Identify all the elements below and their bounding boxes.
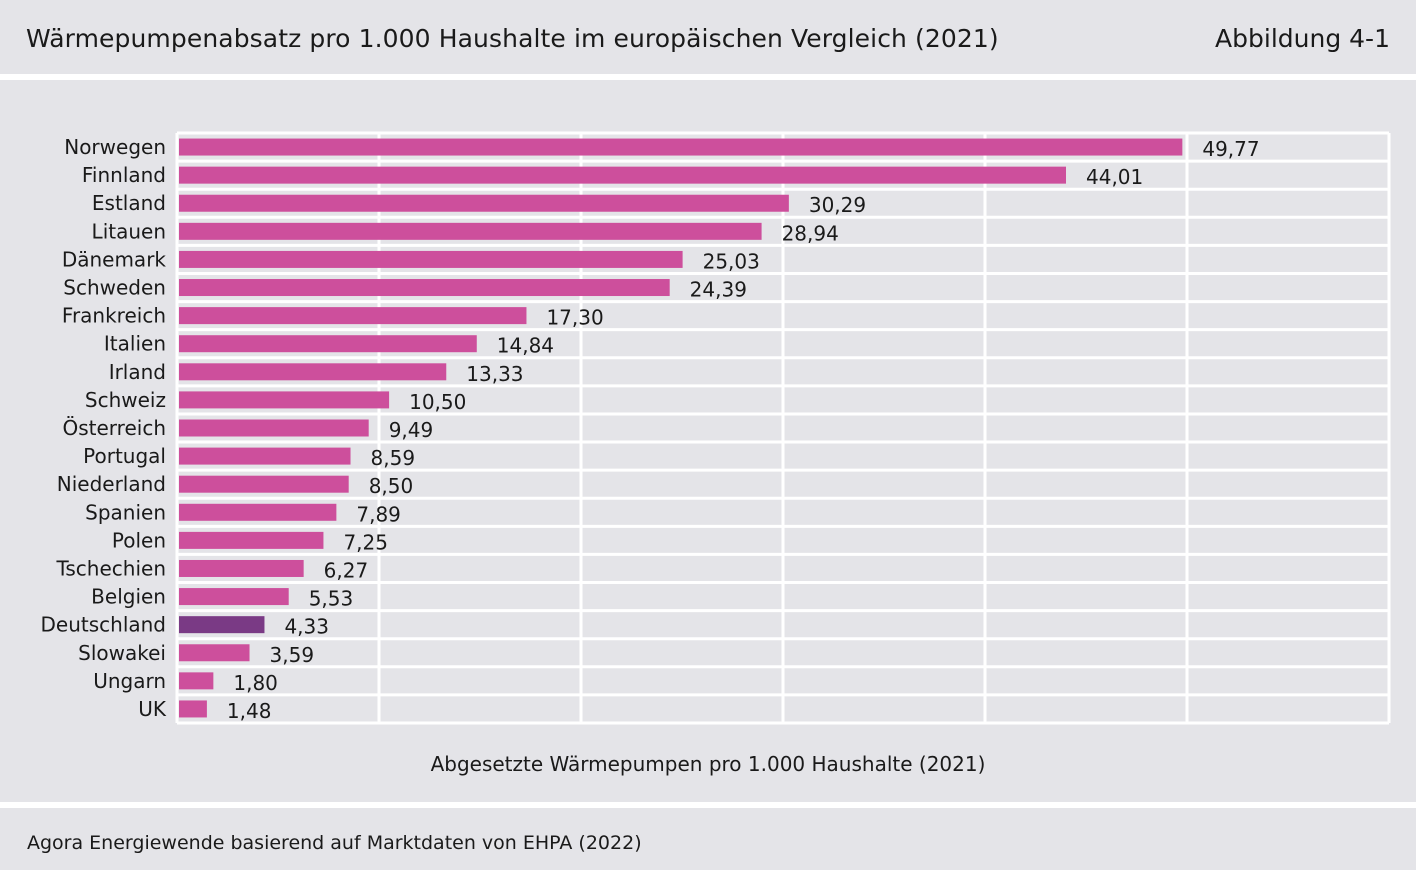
chart-title: Wärmepumpenabsatz pro 1.000 Haushalte im… <box>26 24 999 53</box>
value-label-17: 4,33 <box>284 615 329 639</box>
value-label-6: 17,30 <box>546 306 603 330</box>
grid-lines <box>175 131 1391 725</box>
labels: Norwegen 49,77 Finnland 44,01 Estland 30,29 Li… <box>41 135 1260 723</box>
bar-19 <box>179 672 214 690</box>
bar-11 <box>179 447 351 465</box>
bar-5 <box>179 279 670 297</box>
value-label-7: 14,84 <box>497 334 554 358</box>
source-note: Agora Energiewende basierend auf Marktda… <box>27 832 642 854</box>
category-label-15: Tschechien <box>55 556 166 580</box>
bar-6 <box>179 307 527 325</box>
figure-number: Abbildung 4-1 <box>1215 24 1390 53</box>
value-label-3: 28,94 <box>782 221 839 245</box>
value-label-1: 44,01 <box>1086 165 1143 189</box>
category-label-3: Litauen <box>92 219 166 243</box>
bar-12 <box>179 475 349 493</box>
chart-area: Norwegen 49,77 Finnland 44,01 Estland 30,29 Li… <box>0 80 1416 802</box>
bar-18 <box>179 644 250 662</box>
category-label-5: Schweden <box>63 276 166 300</box>
value-label-12: 8,50 <box>369 474 414 498</box>
category-label-6: Frankreich <box>62 304 166 328</box>
bar-16 <box>179 588 289 606</box>
bar-10 <box>179 419 369 437</box>
category-label-17: Deutschland <box>41 613 167 637</box>
category-label-18: Slowakei <box>78 641 166 665</box>
category-label-20: UK <box>138 697 167 721</box>
bar-3 <box>179 222 762 240</box>
category-label-0: Norwegen <box>64 135 166 159</box>
value-label-20: 1,48 <box>227 699 272 723</box>
value-label-4: 25,03 <box>703 249 760 273</box>
bar-7 <box>179 335 477 353</box>
bar-4 <box>179 250 683 268</box>
category-label-9: Schweiz <box>85 388 166 412</box>
bar-20 <box>179 700 207 718</box>
bar-chart: Norwegen 49,77 Finnland 44,01 Estland 30,29 Li… <box>41 131 1391 725</box>
header-band: Wärmepumpenabsatz pro 1.000 Haushalte im… <box>0 0 1416 74</box>
category-label-4: Dänemark <box>62 247 167 271</box>
category-label-13: Spanien <box>85 500 166 524</box>
value-label-5: 24,39 <box>690 278 747 302</box>
bar-17 <box>179 616 265 634</box>
value-label-18: 3,59 <box>270 643 315 667</box>
value-label-11: 8,59 <box>371 446 416 470</box>
category-label-2: Estland <box>92 191 166 215</box>
value-label-8: 13,33 <box>466 362 523 386</box>
value-label-15: 6,27 <box>324 558 369 582</box>
bar-15 <box>179 559 304 577</box>
bar-8 <box>179 363 447 381</box>
bar-0 <box>179 138 1183 156</box>
bar-13 <box>179 503 337 521</box>
category-label-19: Ungarn <box>93 669 166 693</box>
category-label-16: Belgien <box>91 585 166 609</box>
bar-14 <box>179 531 324 549</box>
footer-band: Agora Energiewende basierend auf Marktda… <box>0 808 1416 870</box>
category-label-10: Österreich <box>63 416 167 440</box>
category-label-8: Irland <box>109 360 166 384</box>
value-label-13: 7,89 <box>356 502 401 526</box>
value-label-14: 7,25 <box>343 530 388 554</box>
category-label-11: Portugal <box>83 444 166 468</box>
category-label-12: Niederland <box>57 472 166 496</box>
bar-9 <box>179 391 390 409</box>
category-label-14: Polen <box>112 528 166 552</box>
value-label-0: 49,77 <box>1202 137 1259 161</box>
value-label-10: 9,49 <box>389 418 434 442</box>
category-label-7: Italien <box>104 332 166 356</box>
bar-2 <box>179 194 789 212</box>
bar-1 <box>179 166 1067 184</box>
category-label-1: Finnland <box>82 163 166 187</box>
value-label-9: 10,50 <box>409 390 466 414</box>
bars <box>179 138 1183 718</box>
value-label-19: 1,80 <box>233 671 278 695</box>
value-label-16: 5,53 <box>309 587 354 611</box>
value-label-2: 30,29 <box>809 193 866 217</box>
x-axis-label: Abgesetzte Wärmepumpen pro 1.000 Haushal… <box>430 752 986 776</box>
